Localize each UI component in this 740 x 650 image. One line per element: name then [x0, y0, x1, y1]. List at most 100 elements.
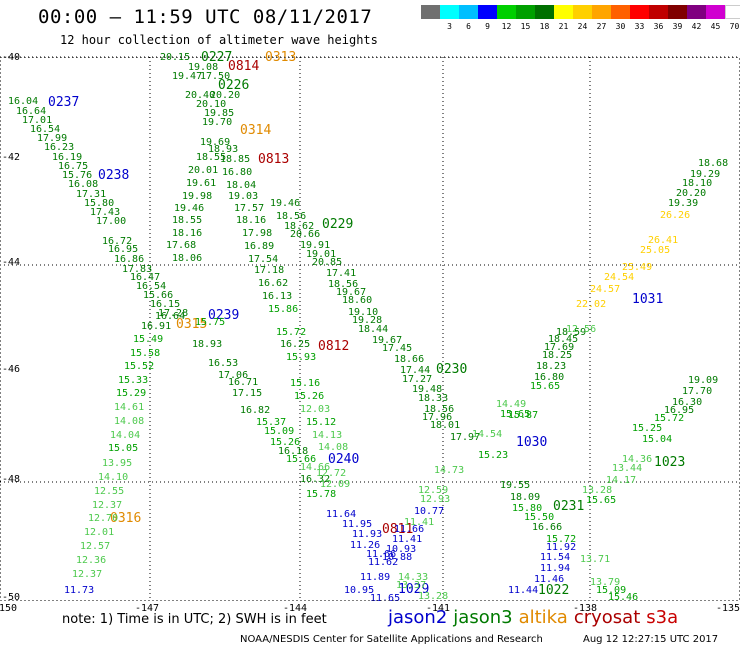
satellite-key: jason2 jason3 altika cryosat s3a: [388, 607, 684, 628]
swh-reading: 11.66: [394, 524, 424, 535]
swh-reading: 17.41: [326, 268, 356, 279]
swh-reading: 18.01: [430, 420, 460, 431]
swh-reading: 15.72: [276, 327, 306, 338]
swh-reading: 17.57: [234, 203, 264, 214]
swh-reading: 16.64: [16, 106, 46, 117]
legend-swatch: [649, 5, 668, 19]
swh-reading: 18.45: [548, 334, 578, 345]
track-label: 0315: [176, 317, 207, 332]
track-label: 0314: [240, 123, 271, 138]
swh-reading: 12.70: [88, 513, 118, 524]
swh-reading: 13.71: [580, 554, 610, 565]
swh-reading: 15.09: [264, 426, 294, 437]
satellite-jason3: jason3: [453, 607, 513, 628]
lon-label: -144: [283, 603, 307, 614]
swh-reading: 16.08: [68, 179, 98, 190]
swh-reading: 19.98: [182, 191, 212, 202]
swh-reading: 14.17: [606, 475, 636, 486]
swh-reading: 18.04: [226, 180, 256, 191]
swh-reading: 17.96: [422, 412, 452, 423]
legend-swatch: [421, 5, 440, 19]
swh-reading: 11.92: [546, 542, 576, 553]
legend-label: 9: [485, 22, 490, 31]
generated-timestamp: Aug 12 12:27:15 UTC 2017: [583, 634, 719, 645]
swh-reading: 18.93: [208, 144, 238, 155]
swh-reading: 19.09: [688, 375, 718, 386]
swh-reading: 18.25: [542, 350, 572, 361]
swh-reading: 14.36: [622, 454, 652, 465]
swh-reading: 15.80: [84, 198, 114, 209]
swh-reading: 19.29: [690, 169, 720, 180]
legend-label: 24: [577, 22, 588, 31]
swh-reading: 11.93: [352, 529, 382, 540]
legend-label: 36: [653, 22, 664, 31]
swh-reading: 20.01: [188, 165, 218, 176]
swh-reading: 15.50: [524, 512, 554, 523]
legend-swatch: [630, 5, 649, 19]
swh-reading: 16.86: [114, 254, 144, 265]
swh-reading: 16.66: [532, 522, 562, 533]
swh-reading: 14.61: [114, 402, 144, 413]
satellite-altika: altika: [518, 607, 568, 628]
swh-reading: 12.37: [92, 500, 122, 511]
swh-reading: 15.72: [546, 534, 576, 545]
legend-label: 45: [710, 22, 721, 31]
swh-reading: 14.04: [110, 430, 140, 441]
swh-reading: 13.95: [102, 458, 132, 469]
swh-reading: 15.66: [286, 454, 316, 465]
swh-reading: 19.48: [412, 384, 442, 395]
swh-reading: 11.54: [540, 552, 570, 563]
lat-label: -48: [2, 474, 20, 485]
swh-reading: 18.16: [172, 228, 202, 239]
swh-reading: 17.06: [218, 370, 248, 381]
swh-reading: 10.93: [386, 544, 416, 555]
swh-reading: 13.28: [582, 485, 612, 496]
swh-reading: 17.43: [90, 207, 120, 218]
swh-reading: 20.40: [185, 90, 215, 101]
swh-reading: 16.82: [240, 405, 270, 416]
swh-reading: 15.49: [133, 334, 163, 345]
swh-reading: 16.62: [258, 278, 288, 289]
swh-reading: 15.46: [608, 592, 638, 603]
swh-reading: 15.58: [130, 348, 160, 359]
legend-swatch: [497, 5, 516, 19]
swh-reading: 12.36: [76, 555, 106, 566]
swh-reading: 18.56: [328, 279, 358, 290]
swh-reading: 18.23: [536, 361, 566, 372]
swh-reading: 19.39: [668, 198, 698, 209]
legend-swatch: [554, 5, 573, 19]
swh-reading: 26.26: [660, 210, 690, 221]
swh-reading: 11.44: [508, 585, 538, 596]
swh-reading: 13.79: [590, 577, 620, 588]
swh-reading: 16.95: [664, 405, 694, 416]
swh-reading: 20.10: [196, 99, 226, 110]
track-label: 0811: [382, 522, 413, 537]
lon-label: -141: [426, 603, 450, 614]
swh-reading: 15.72: [654, 413, 684, 424]
swh-reading: 18.55: [172, 215, 202, 226]
swh-reading: 15.25: [632, 423, 662, 434]
swh-reading: 19.61: [186, 178, 216, 189]
swh-reading: 18.55: [196, 152, 226, 163]
swh-reading: 16.91: [141, 321, 171, 332]
swh-reading: 14.66: [300, 462, 330, 473]
swh-reading: 11.66: [366, 549, 396, 560]
legend-label: 21: [558, 22, 569, 31]
legend-swatch: [668, 5, 687, 19]
swh-reading: 17.44: [400, 365, 430, 376]
swh-reading: 17.45: [382, 343, 412, 354]
swh-reading: 16.89: [244, 241, 274, 252]
swh-reading: 18.60: [342, 295, 372, 306]
swh-reading: 22.02: [576, 299, 606, 310]
swh-reading: 12.55: [94, 486, 124, 497]
swh-reading: 15.37: [256, 417, 286, 428]
legend-label: 39: [672, 22, 683, 31]
swh-reading: 18.62: [284, 221, 314, 232]
lon-label: -135: [716, 603, 740, 614]
track-label: 0231: [553, 499, 584, 514]
swh-reading: 11.95: [342, 519, 372, 530]
swh-reading: 16.32: [300, 474, 330, 485]
swh-reading: 16.71: [228, 377, 258, 388]
swh-reading: 15.65: [500, 409, 530, 420]
